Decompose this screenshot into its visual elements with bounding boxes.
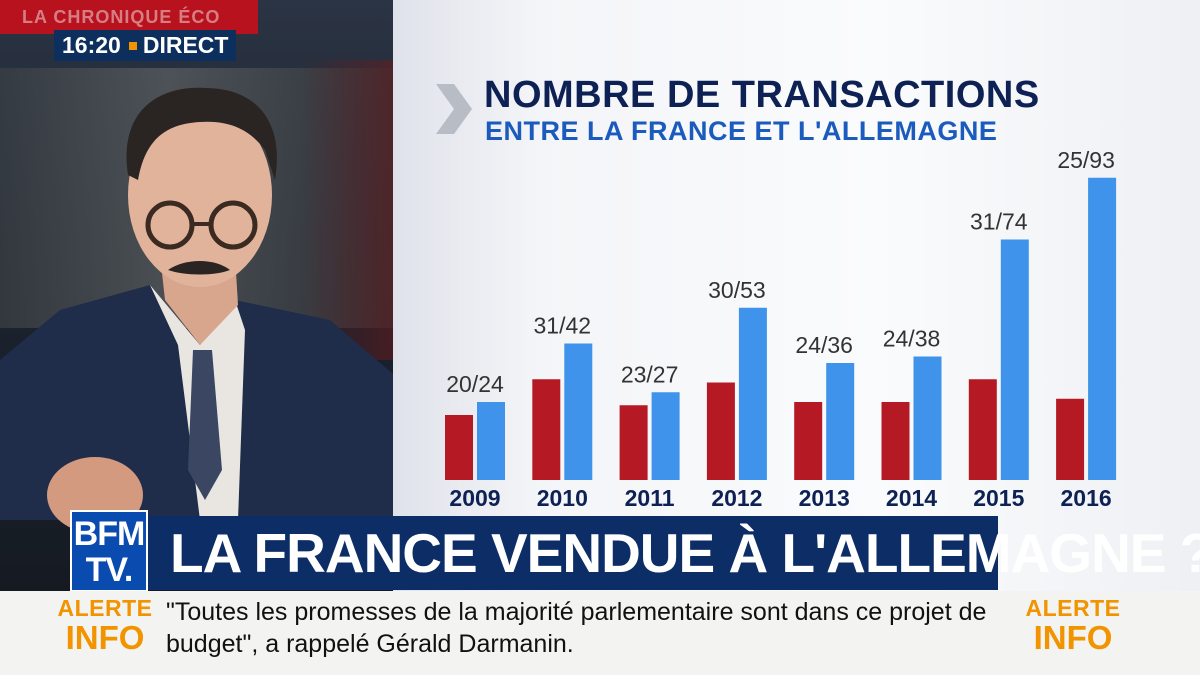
studio-background xyxy=(0,0,430,600)
x-tick-label-2009: 2009 xyxy=(449,485,500,511)
chart-panel xyxy=(393,0,1200,600)
bar-red-2015 xyxy=(968,379,997,480)
bar-red-2011 xyxy=(619,405,648,480)
bar-red-2012 xyxy=(706,382,735,480)
bar-chart: 20/24 2009 31/42 2010 23/27 2011 30/53 2012 24/3… xyxy=(445,147,1117,511)
x-tick-label-2010: 2010 xyxy=(537,485,588,511)
headline-label: LA FRANCE VENDUE À L'ALLEMAGNE ? xyxy=(170,522,1200,584)
bar-red-2009 xyxy=(445,415,473,480)
bar-blue-2010 xyxy=(564,343,593,480)
bar-blue-2015 xyxy=(1000,239,1029,480)
alert-line-1: ALERTE xyxy=(57,595,153,621)
data-label-2016: 25/93 xyxy=(1057,147,1115,173)
x-tick-label-2014: 2014 xyxy=(886,485,937,511)
alert-badge-right: ALERTE INFO xyxy=(1018,595,1128,655)
data-label-2010: 31/42 xyxy=(534,313,592,339)
data-label-2012: 30/53 xyxy=(708,277,766,303)
clock-time: 16:20 xyxy=(62,32,121,58)
x-tick-label-2016: 2016 xyxy=(1061,485,1112,511)
bar-blue-2016 xyxy=(1088,177,1117,480)
bar-blue-2012 xyxy=(738,307,767,480)
bar-red-2014 xyxy=(881,402,910,480)
data-label-2013: 24/36 xyxy=(795,332,853,358)
headline-band xyxy=(140,516,998,590)
chart-subtitle: ENTRE LA FRANCE ET L'ALLEMAGNE xyxy=(485,116,998,146)
bar-blue-2009 xyxy=(477,402,505,480)
x-tick-label-2012: 2012 xyxy=(711,485,762,511)
headline-text: LA FRANCE VENDUE À L'ALLEMAGNE ? xyxy=(170,519,1200,587)
live-label: DIRECT xyxy=(142,32,229,58)
live-clock-badge: 16:20 DIRECT xyxy=(54,30,237,61)
bar-red-2013 xyxy=(794,402,823,480)
channel-logo: BFM TV. xyxy=(70,510,148,592)
show-label: LA CHRONIQUE ÉCO xyxy=(0,0,258,34)
data-label-2011: 23/27 xyxy=(621,361,679,387)
separator-square-icon xyxy=(128,41,137,50)
chevron-right-icon xyxy=(436,84,472,134)
alert-badge-left: ALERTE INFO xyxy=(50,595,160,655)
bar-red-2016 xyxy=(1056,398,1085,480)
logo-line-2: TV. xyxy=(85,551,134,589)
bar-blue-2014 xyxy=(913,356,942,480)
alert-line-2: INFO xyxy=(65,619,145,656)
alert-line-1: ALERTE xyxy=(1025,595,1121,621)
bar-blue-2013 xyxy=(826,363,855,480)
x-tick-label-2015: 2015 xyxy=(973,485,1024,511)
x-tick-label-2011: 2011 xyxy=(625,485,675,511)
bar-blue-2011 xyxy=(651,392,680,480)
presenter-image xyxy=(0,87,420,533)
data-label-2014: 24/38 xyxy=(883,326,941,352)
news-ticker xyxy=(0,591,1200,675)
logo-line-1: BFM xyxy=(73,515,146,553)
data-label-2015: 31/74 xyxy=(970,209,1028,235)
x-tick-label-2013: 2013 xyxy=(799,485,850,511)
bar-red-2010 xyxy=(532,379,561,480)
ticker-text: "Toutes les promesses de la majorité par… xyxy=(166,598,987,658)
chart-title: NOMBRE DE TRANSACTIONS xyxy=(484,74,1040,116)
alert-line-2: INFO xyxy=(1033,619,1113,656)
data-label-2009: 20/24 xyxy=(446,371,504,397)
